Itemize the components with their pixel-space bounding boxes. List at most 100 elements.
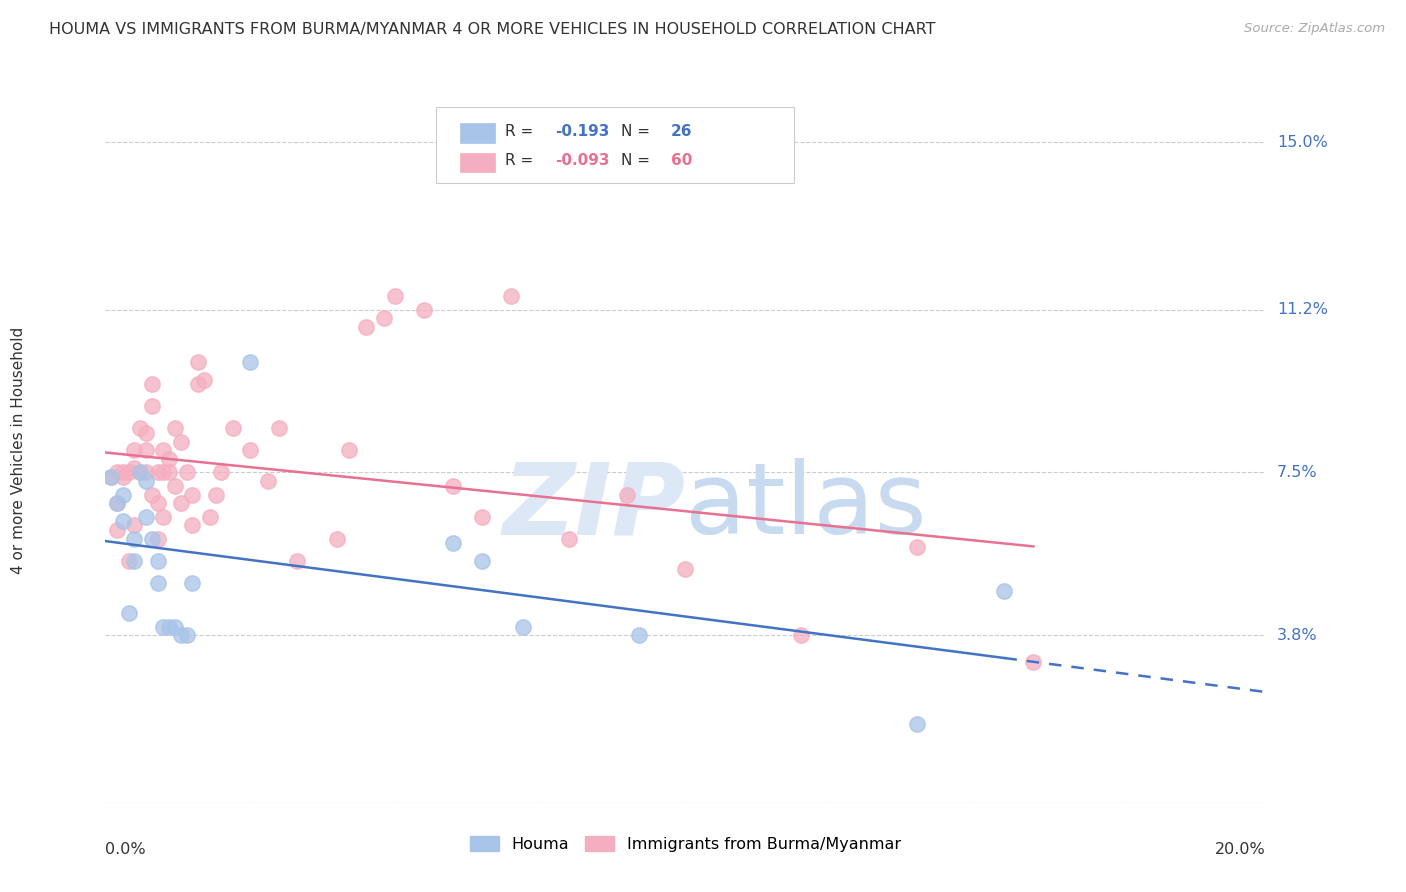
Point <box>181 575 204 590</box>
Point <box>211 466 233 480</box>
Text: -0.093: -0.093 <box>555 153 610 168</box>
Point <box>124 553 146 567</box>
Point <box>257 475 280 489</box>
Text: 20.0%: 20.0% <box>1215 842 1265 857</box>
Point <box>512 619 534 633</box>
Point <box>790 628 813 642</box>
Text: 15.0%: 15.0% <box>1277 135 1327 150</box>
Point <box>141 377 163 392</box>
Point <box>124 461 146 475</box>
Point <box>165 619 187 633</box>
Point <box>222 421 245 435</box>
Point <box>111 514 134 528</box>
Point <box>135 425 157 440</box>
Point <box>907 541 929 555</box>
Point <box>135 509 157 524</box>
Legend: Houma, Immigrants from Burma/Myanmar: Houma, Immigrants from Burma/Myanmar <box>464 830 907 858</box>
Text: 26: 26 <box>671 124 692 138</box>
Point <box>105 496 128 510</box>
Point <box>118 607 141 621</box>
Point <box>170 496 193 510</box>
Point <box>100 470 122 484</box>
Point <box>141 487 163 501</box>
Point <box>384 289 406 303</box>
Point <box>176 628 198 642</box>
Point <box>337 443 360 458</box>
Point <box>993 584 1015 599</box>
Point <box>152 619 174 633</box>
Point <box>118 466 141 480</box>
Point <box>146 532 169 546</box>
Point <box>157 452 180 467</box>
Point <box>135 466 157 480</box>
Point <box>129 466 152 480</box>
Point <box>501 289 523 303</box>
Point <box>616 487 638 501</box>
Point <box>193 373 215 387</box>
Point <box>239 443 262 458</box>
Point <box>146 553 169 567</box>
Text: 60: 60 <box>671 153 692 168</box>
Point <box>146 466 169 480</box>
Point <box>326 532 349 546</box>
Point <box>111 466 134 480</box>
Point <box>105 466 128 480</box>
Point <box>413 302 436 317</box>
Point <box>118 553 141 567</box>
Point <box>111 470 134 484</box>
Text: 3.8%: 3.8% <box>1277 628 1317 643</box>
Point <box>170 434 193 449</box>
Point <box>558 532 581 546</box>
Point <box>356 320 378 334</box>
Point <box>373 311 395 326</box>
Point <box>181 518 204 533</box>
Point <box>100 470 122 484</box>
Point <box>198 509 221 524</box>
Point <box>471 553 494 567</box>
Point <box>181 487 204 501</box>
Point <box>135 443 157 458</box>
Point <box>285 553 308 567</box>
Point <box>170 628 193 642</box>
Point <box>441 536 464 550</box>
Point <box>129 421 152 435</box>
Point <box>124 443 146 458</box>
Point <box>124 532 146 546</box>
Point <box>675 562 697 576</box>
Text: N =: N = <box>621 124 655 138</box>
Point <box>628 628 651 642</box>
Point <box>146 575 169 590</box>
Point <box>204 487 226 501</box>
Point <box>152 443 174 458</box>
Point <box>441 478 464 492</box>
Point <box>471 509 494 524</box>
Point <box>141 400 163 414</box>
Point <box>135 475 157 489</box>
Text: atlas: atlas <box>686 458 927 556</box>
Point <box>907 716 929 731</box>
Text: HOUMA VS IMMIGRANTS FROM BURMA/MYANMAR 4 OR MORE VEHICLES IN HOUSEHOLD CORRELATI: HOUMA VS IMMIGRANTS FROM BURMA/MYANMAR 4… <box>49 22 936 37</box>
Point <box>152 466 174 480</box>
Point <box>165 421 187 435</box>
Text: N =: N = <box>621 153 655 168</box>
Text: ZIP: ZIP <box>502 458 686 556</box>
Point <box>157 619 180 633</box>
Point <box>239 355 262 369</box>
Text: R =: R = <box>505 153 538 168</box>
Text: 7.5%: 7.5% <box>1277 465 1317 480</box>
Point <box>165 478 187 492</box>
Point <box>176 466 198 480</box>
Point <box>141 532 163 546</box>
Point <box>152 509 174 524</box>
Point <box>129 466 152 480</box>
Text: R =: R = <box>505 124 538 138</box>
Text: -0.193: -0.193 <box>555 124 610 138</box>
Point <box>146 496 169 510</box>
Point <box>124 518 146 533</box>
Point <box>105 496 128 510</box>
Text: 0.0%: 0.0% <box>105 842 146 857</box>
Point <box>105 523 128 537</box>
Point <box>187 355 209 369</box>
Point <box>1022 655 1045 669</box>
Point <box>157 466 180 480</box>
